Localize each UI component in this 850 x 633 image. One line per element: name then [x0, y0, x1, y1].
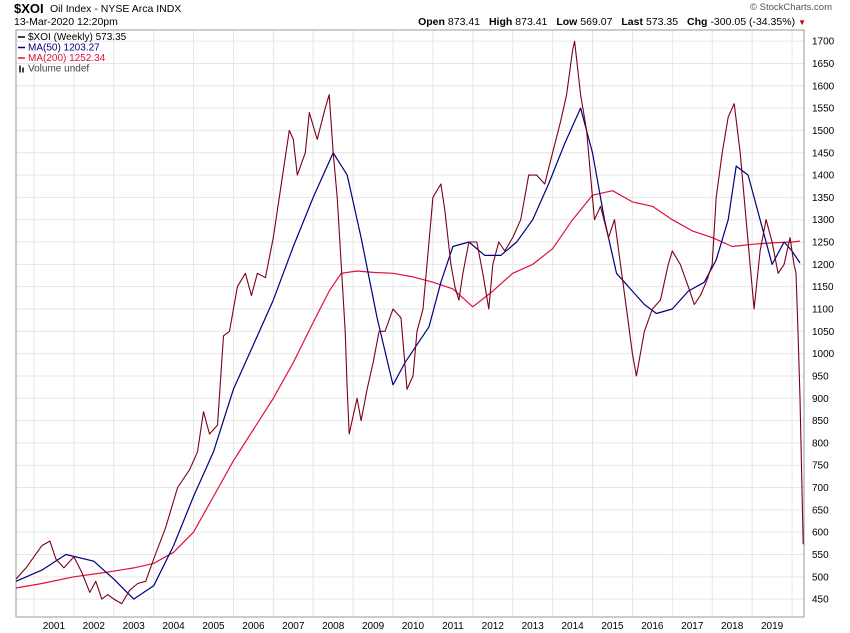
chg-value: -300.05 (-34.35%) — [710, 16, 796, 28]
x-tick-label: 2012 — [482, 621, 505, 632]
price-line — [15, 40, 804, 605]
x-tick-label: 2007 — [282, 621, 305, 632]
y-tick-label: 1450 — [812, 148, 835, 159]
ma200-line — [15, 190, 801, 589]
quote-summary: Open 873.41 High 873.41 Low 569.07 Last 573.… — [412, 16, 806, 28]
open-value: 873.41 — [447, 16, 481, 28]
x-tick-label: 2004 — [162, 621, 185, 632]
x-tick-label: 2006 — [242, 621, 265, 632]
y-tick-label: 900 — [812, 394, 829, 405]
x-axis: 2001 2002 2003 2004 2005 2006 2007 2008 2009 2010… — [43, 621, 784, 632]
y-tick-label: 1550 — [812, 104, 835, 115]
y-tick-label: 750 — [812, 461, 829, 472]
low-value: 569.07 — [580, 16, 613, 28]
timestamp: 13-Mar-2020 12:20pm — [14, 16, 118, 28]
legend-entry: MA(200) 1252.34 — [28, 53, 106, 64]
y-tick-label: 800 — [812, 438, 829, 449]
y-tick-label: 1650 — [812, 59, 835, 70]
x-tick-label: 2005 — [202, 621, 225, 632]
down-arrow-icon: ▼ — [798, 18, 806, 27]
y-tick-label: 950 — [812, 371, 829, 382]
x-tick-label: 2008 — [322, 621, 345, 632]
y-tick-label: 1250 — [812, 238, 835, 249]
x-tick-label: 2017 — [681, 621, 704, 632]
volume-icon — [19, 65, 21, 73]
y-axis: 450 500 550 600 650 700 750 800 850 900 950 1000 105… — [812, 37, 835, 606]
chg-label: Chg — [687, 16, 708, 28]
y-tick-label: 1350 — [812, 193, 835, 204]
x-tick-label: 2016 — [641, 621, 664, 632]
x-tick-label: 2009 — [362, 621, 385, 632]
y-tick-label: 1000 — [812, 349, 835, 360]
y-tick-label: 700 — [812, 483, 829, 494]
y-tick-label: 1600 — [812, 81, 835, 92]
x-tick-label: 2011 — [442, 621, 464, 632]
x-tick-label: 2015 — [601, 621, 624, 632]
grid-lines — [16, 30, 804, 617]
y-tick-label: 500 — [812, 572, 829, 583]
x-tick-label: 2018 — [721, 621, 744, 632]
y-tick-label: 1700 — [812, 37, 835, 48]
y-tick-label: 550 — [812, 550, 829, 561]
y-tick-label: 1200 — [812, 260, 835, 271]
series-lines — [15, 40, 804, 605]
y-tick-label: 1050 — [812, 327, 835, 338]
chart-header: $XOI Oil Index - NYSE Arca INDX © StockC… — [0, 0, 850, 30]
y-tick-label: 650 — [812, 505, 829, 516]
x-tick-label: 2003 — [123, 621, 146, 632]
y-tick-label: 1100 — [812, 304, 834, 315]
legend-entry: MA(50) 1203.27 — [28, 43, 100, 54]
symbol-label: $XOI — [14, 1, 44, 16]
volume-icon — [22, 67, 24, 73]
last-value: 573.35 — [645, 16, 679, 28]
y-tick-label: 1300 — [812, 215, 835, 226]
stockcharts-brand: © StockCharts.com — [750, 2, 832, 13]
y-tick-label: 450 — [812, 595, 829, 606]
low-label: Low — [556, 16, 578, 28]
y-tick-label: 1500 — [812, 126, 835, 137]
index-name: Oil Index - NYSE Arca INDX — [50, 3, 182, 15]
x-tick-label: 2002 — [83, 621, 106, 632]
y-tick-label: 1400 — [812, 171, 835, 182]
last-label: Last — [621, 16, 643, 28]
high-value: 873.41 — [515, 16, 548, 28]
y-tick-label: 850 — [812, 416, 829, 427]
open-label: Open — [418, 16, 445, 28]
x-tick-label: 2013 — [522, 621, 545, 632]
plot-frame — [15, 29, 805, 618]
x-tick-label: 2019 — [761, 621, 784, 632]
y-tick-label: 1150 — [812, 282, 834, 293]
x-tick-label: 2001 — [43, 621, 66, 632]
high-label: High — [488, 16, 513, 28]
x-tick-label: 2014 — [561, 621, 584, 632]
y-tick-label: 600 — [812, 528, 829, 539]
legend-entry: Volume undef — [28, 64, 89, 75]
legend-entry: $XOI (Weekly) 573.35 — [28, 32, 127, 43]
x-tick-label: 2010 — [402, 621, 425, 632]
